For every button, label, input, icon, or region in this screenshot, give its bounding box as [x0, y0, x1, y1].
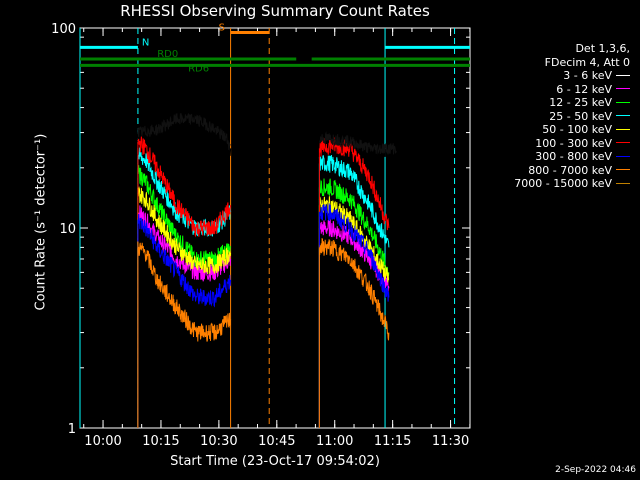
chart-title: RHESSI Observing Summary Count Rates: [120, 2, 430, 20]
legend-entry: 25 - 50 keV: [470, 110, 630, 124]
legend-entry: 12 - 25 keV: [470, 96, 630, 110]
annotation-label: RD0: [157, 49, 178, 60]
x-tick-label: 10:45: [258, 434, 295, 449]
y-axis-label: Count Rate (s⁻¹ detector⁻¹): [33, 133, 49, 311]
legend-entry: 300 - 800 keV: [470, 150, 630, 164]
legend-label: 6 - 12 keV: [556, 82, 612, 96]
y-tick-label: 100: [51, 22, 76, 37]
series-line: [318, 154, 390, 248]
x-tick-label: 10:00: [84, 434, 121, 449]
legend-swatch: [616, 101, 630, 103]
series-line: [137, 241, 232, 342]
legend-header-1: Det 1,3,6,: [575, 42, 630, 55]
series-line: [318, 203, 390, 302]
legend-swatch: [616, 88, 630, 89]
legend-label: 7000 - 15000 keV: [514, 177, 612, 190]
x-tick-label: 11:30: [432, 434, 469, 449]
legend-swatch: [616, 115, 630, 116]
x-tick-label: 10:15: [142, 434, 179, 449]
legend-entry: 800 - 7000 keV: [470, 164, 630, 178]
legend-label: 100 - 300 keV: [535, 136, 612, 150]
plot-frame: [79, 27, 471, 429]
y-tick-label: 1: [68, 422, 76, 437]
x-tick-label: 10:30: [200, 434, 237, 449]
legend-entry: 3 - 6 keV: [470, 69, 630, 83]
annotation-label: S: [219, 22, 225, 33]
legend-entry: 100 - 300 keV: [470, 137, 630, 151]
legend-entry: 6 - 12 keV: [470, 83, 630, 97]
annotation-label: RD6: [188, 63, 209, 74]
series-line: [137, 205, 232, 282]
legend-label: 800 - 7000 keV: [528, 163, 612, 177]
x-tick-label: 11:15: [374, 434, 411, 449]
legend-label: 50 - 100 keV: [542, 123, 612, 136]
x-axis-label: Start Time (23-Oct-17 09:54:02): [170, 454, 380, 469]
legend-swatch: [616, 182, 630, 184]
x-tick-label: 11:00: [316, 434, 353, 449]
y-tick-label: 10: [59, 222, 76, 237]
series-line: [137, 185, 232, 275]
legend-header-2: FDecim 4, Att 0: [544, 55, 630, 69]
legend-swatch: [616, 142, 630, 143]
legend-entry: 50 - 100 keV: [470, 123, 630, 137]
legend-swatch: [616, 155, 630, 157]
legend: Det 1,3,6, FDecim 4, Att 0 3 - 6 keV 6 - …: [470, 42, 630, 191]
series-line: [318, 238, 390, 341]
legend-label: 300 - 800 keV: [535, 150, 612, 163]
legend-swatch: [616, 169, 630, 170]
legend-label: 12 - 25 keV: [549, 96, 612, 109]
series-line-black: [137, 113, 231, 151]
legend-label: 3 - 6 keV: [563, 69, 612, 82]
footer-date: 2-Sep-2022 04:46: [555, 465, 636, 475]
series-line: [137, 136, 232, 238]
legend-swatch: [616, 74, 630, 76]
legend-label: 25 - 50 keV: [549, 109, 612, 123]
legend-swatch: [616, 128, 630, 130]
annotation-label: N: [142, 37, 149, 48]
series-line: [137, 213, 232, 308]
legend-entry: 7000 - 15000 keV: [470, 177, 630, 191]
series-line-black: [318, 131, 397, 155]
series-line: [318, 178, 390, 277]
